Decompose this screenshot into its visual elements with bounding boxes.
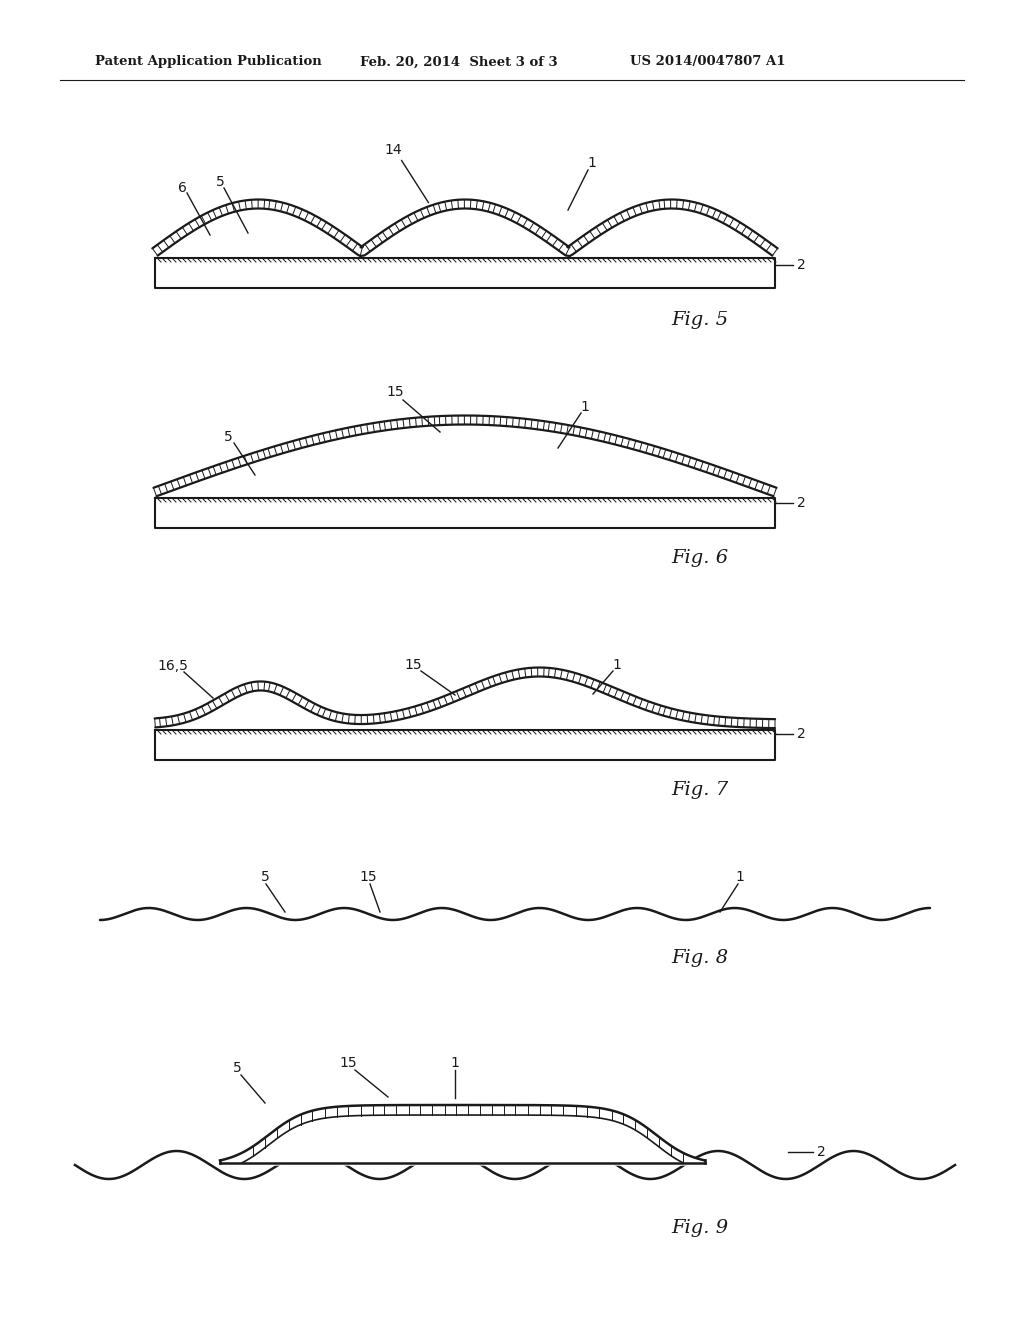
Text: 16,5: 16,5 (158, 659, 188, 673)
Polygon shape (155, 730, 775, 760)
Polygon shape (155, 257, 775, 288)
Text: 1: 1 (588, 156, 596, 170)
Text: 5: 5 (223, 430, 232, 444)
Text: 14: 14 (384, 143, 401, 157)
Text: 15: 15 (359, 870, 377, 884)
Text: 2: 2 (797, 727, 806, 741)
Text: 5: 5 (216, 176, 224, 189)
Text: Feb. 20, 2014  Sheet 3 of 3: Feb. 20, 2014 Sheet 3 of 3 (360, 55, 558, 69)
Text: 2: 2 (797, 257, 806, 272)
Text: 2: 2 (817, 1144, 825, 1159)
Text: US 2014/0047807 A1: US 2014/0047807 A1 (630, 55, 785, 69)
Polygon shape (155, 498, 775, 528)
Text: 1: 1 (735, 870, 744, 884)
Text: 1: 1 (451, 1056, 460, 1071)
Text: Fig. 7: Fig. 7 (672, 781, 728, 799)
Text: 1: 1 (581, 400, 590, 414)
Polygon shape (154, 416, 776, 496)
Polygon shape (153, 199, 777, 256)
Polygon shape (220, 1105, 705, 1166)
Text: 5: 5 (261, 870, 269, 884)
Text: Fig. 8: Fig. 8 (672, 949, 728, 968)
Text: Fig. 5: Fig. 5 (672, 312, 728, 329)
Text: 1: 1 (612, 657, 622, 672)
Text: Patent Application Publication: Patent Application Publication (95, 55, 322, 69)
Text: Fig. 6: Fig. 6 (672, 549, 728, 568)
Text: 15: 15 (386, 385, 403, 399)
Text: 2: 2 (797, 496, 806, 510)
Text: 15: 15 (339, 1056, 356, 1071)
Text: 5: 5 (232, 1061, 242, 1074)
Polygon shape (155, 668, 775, 729)
Text: 6: 6 (177, 181, 186, 195)
Text: 15: 15 (404, 657, 422, 672)
Text: Fig. 9: Fig. 9 (672, 1218, 728, 1237)
